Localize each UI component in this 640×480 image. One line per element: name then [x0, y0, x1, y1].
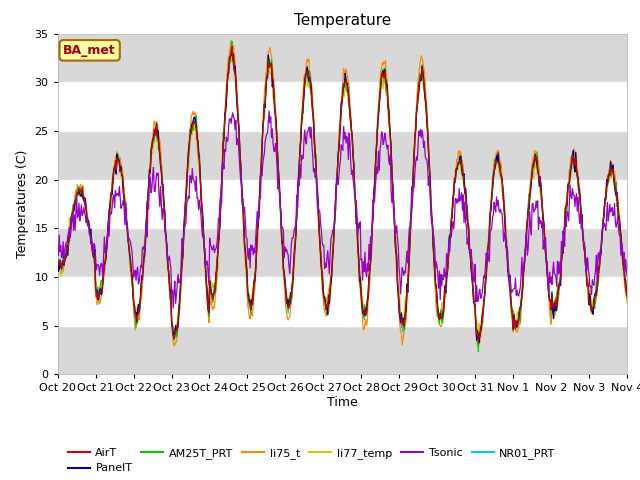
- Legend: AirT, PanelT, AM25T_PRT, li75_t, li77_temp, Tsonic, NR01_PRT: AirT, PanelT, AM25T_PRT, li75_t, li77_te…: [63, 444, 560, 478]
- Y-axis label: Temperatures (C): Temperatures (C): [16, 150, 29, 258]
- Title: Temperature: Temperature: [294, 13, 391, 28]
- Bar: [58, 180, 627, 228]
- Bar: [58, 82, 627, 131]
- Text: BA_met: BA_met: [63, 44, 116, 57]
- X-axis label: Time: Time: [327, 396, 358, 409]
- Bar: [58, 277, 627, 326]
